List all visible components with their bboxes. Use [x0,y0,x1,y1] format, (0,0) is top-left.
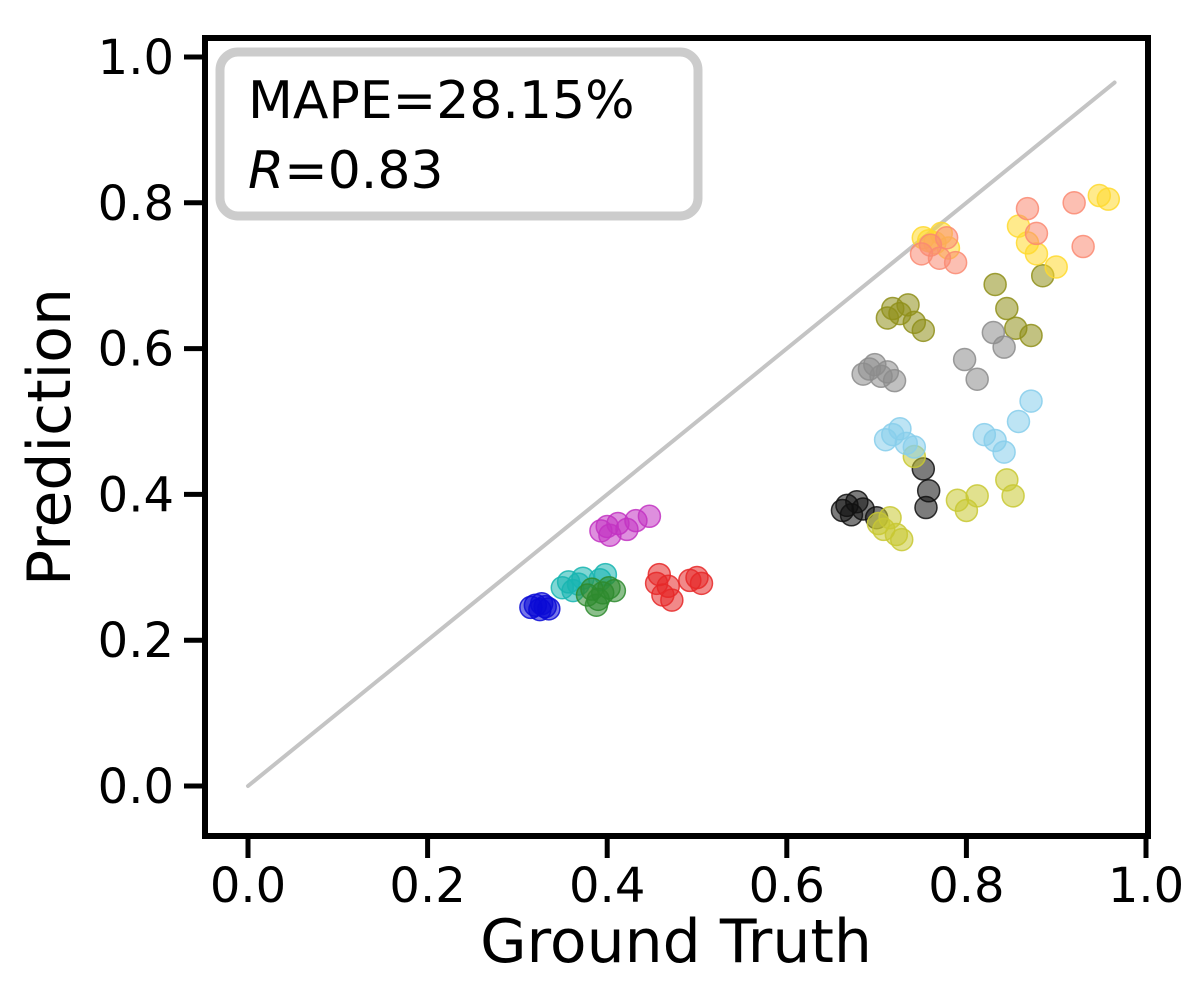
y-tick-label: 0.2 [98,613,174,669]
annotation-r-symbol: R [248,141,284,201]
scatter-point-khaki [1001,484,1025,508]
annotation-box: MAPE=28.15% R=0.83 [215,47,703,221]
scatter-point-gray [952,347,977,372]
scatter-point-magenta [637,504,662,529]
scatter-point-yellow [1024,242,1049,266]
y-tick-label: 0.8 [98,176,174,232]
y-tick-label: 0.6 [98,322,174,378]
x-tick-label: 0.0 [210,858,286,914]
scatter-point-olive [911,318,936,343]
scatter-point-green [584,593,609,617]
scatter-point-salmon [1015,196,1040,221]
data-layer [246,80,1121,788]
scatter-point-gray [882,368,907,393]
x-tick-label: 0.6 [749,858,825,914]
scatter-point-yellow [1096,187,1121,211]
scatter-point-olive [995,296,1019,321]
identity-line [246,80,1117,788]
scatter-point-olive [1019,323,1043,348]
scatter-point-salmon [943,250,968,275]
scatter-point-khaki [965,484,989,508]
scatter-point-olive [983,272,1007,297]
y-tick-label: 0.0 [98,759,174,815]
scatter-point-red [660,588,684,612]
scatter-point-gray [965,367,989,391]
annotation-frame [215,47,703,221]
scatter-point-red [689,571,714,596]
scatter-point-salmon [1062,191,1086,215]
plot-border [202,35,1151,839]
annotation-r-value: =0.83 [284,141,443,201]
ticks-layer: 0.0 0.2 0.4 0.6 0.8 1.0 0.0 0.2 0.4 0.6 0.8 1.0 [98,30,1185,914]
scatter-point-blue [529,592,554,616]
x-axis-label: Ground Truth [480,907,872,977]
y-tick-label: 0.4 [98,467,174,523]
scatter-point-skyblue [902,435,927,459]
scatter-point-salmon [1071,234,1095,259]
scatter-point-khaki [889,527,914,552]
annotation-r: R=0.83 [248,141,444,201]
x-tick-label: 0.2 [389,858,465,914]
annotation-mape: MAPE=28.15% [248,71,635,131]
y-axis-label: Prediction [15,288,85,586]
scatter-point-black [914,495,938,520]
scatter-point-skyblue [1006,409,1031,434]
scatter-point-green [602,578,627,603]
y-tick-label: 1.0 [98,30,174,86]
x-tick-label: 0.4 [569,858,645,914]
x-tick-label: 1.0 [1108,858,1184,914]
x-tick-label: 0.8 [928,858,1004,914]
scatter-point-skyblue [1019,389,1043,413]
scatter-point-gray [992,335,1016,359]
scatter-point-yellow [1044,255,1068,279]
scatter-point-salmon [1024,221,1049,246]
scatter-point-skyblue [992,440,1016,464]
scatter-point-salmon [934,226,959,250]
